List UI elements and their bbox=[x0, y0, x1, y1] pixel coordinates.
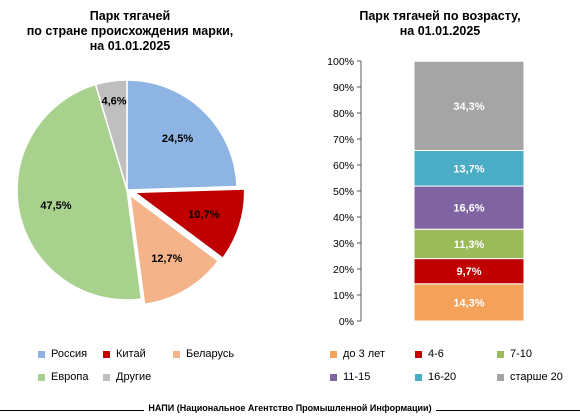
bar-legend-label: 7-10 bbox=[510, 348, 533, 360]
bar-legend-swatch bbox=[330, 350, 337, 358]
bar-data-label-5: 13,7% bbox=[453, 163, 484, 175]
bar-data-label-6: 34,3% bbox=[453, 101, 484, 113]
bar-data-label-1: 14,3% bbox=[453, 297, 484, 309]
y-tick-label: 10% bbox=[333, 290, 354, 302]
y-tick-label: 20% bbox=[333, 264, 354, 276]
bar-segment-4 bbox=[413, 185, 525, 230]
pie-title-line-3: на 01.01.2025 bbox=[89, 39, 171, 53]
pie-data-label-3: 12,7% bbox=[151, 253, 182, 265]
bar-segment-5 bbox=[413, 149, 525, 187]
bar-legend-item-2: 4-6 bbox=[415, 348, 444, 360]
y-tick-label: 100% bbox=[327, 56, 354, 68]
pie-legend-label: Европа bbox=[51, 371, 89, 383]
pie-legend-label: Беларусь bbox=[186, 348, 235, 360]
bar-title-line-1: Парк тягачей по возрасту, bbox=[359, 9, 521, 23]
pie-legend-label: Россия bbox=[51, 348, 88, 360]
bar-chart-title: Парк тягачей по возрасту, на 01.01.2025 bbox=[340, 9, 540, 39]
pie-chart: 24,5% 10,7% 12,7% 47,5% 4,6% bbox=[16, 79, 246, 306]
pie-data-label-1: 24,5% bbox=[162, 133, 193, 145]
bar-legend-item-4: 11-15 bbox=[330, 371, 370, 383]
pie-legend-swatch bbox=[103, 373, 110, 381]
bar-legend-item-3: 7-10 bbox=[497, 348, 532, 360]
pie-slice-4 bbox=[16, 83, 143, 301]
pie-data-label-5: 4,6% bbox=[101, 96, 126, 108]
bar-legend-swatch bbox=[497, 350, 504, 358]
pie-chart-title: Парк тягачей по стране происхождения мар… bbox=[20, 9, 240, 54]
pie-legend-swatch bbox=[38, 350, 45, 358]
bar-legend-swatch bbox=[497, 373, 504, 381]
pie-slice-1 bbox=[126, 79, 238, 191]
y-tick-label: 60% bbox=[333, 160, 354, 172]
pie-legend-item-4: Европа bbox=[38, 371, 89, 383]
bar-segment-1 bbox=[413, 283, 525, 322]
stacked-bar-chart: 0% 10% 20% 30% 40% 50% 60% 70% 80% 90% 100% 14,3% 9,… bbox=[327, 56, 525, 328]
bar-segment-6 bbox=[413, 60, 525, 151]
pie-title-line-1: Парк тягачей bbox=[89, 9, 171, 23]
bar-legend-item-1: до 3 лет bbox=[330, 348, 385, 360]
pie-legend-item-3: Беларусь bbox=[173, 348, 234, 360]
pie-legend-swatch bbox=[173, 350, 180, 358]
y-tick-label: 0% bbox=[339, 316, 354, 328]
footer-text: НАПИ (Национальное Агентство Промышленно… bbox=[144, 403, 436, 413]
bar-legend-item-5: 16-20 bbox=[415, 371, 456, 383]
pie-legend-item-2: Китай bbox=[103, 348, 146, 360]
bar-legend-swatch bbox=[415, 373, 422, 381]
bar-data-label-4: 16,6% bbox=[453, 203, 484, 215]
bar-segment-2 bbox=[413, 258, 525, 285]
bar-legend-label: старше 20 bbox=[510, 371, 563, 383]
bar-legend-label: 16-20 bbox=[428, 371, 457, 383]
pie-legend-item-5: Другие bbox=[103, 371, 151, 383]
pie-legend-swatch bbox=[103, 350, 110, 358]
bar-legend-swatch bbox=[330, 373, 337, 381]
bar-title-line-2: на 01.01.2025 bbox=[399, 24, 481, 38]
bar-legend-swatch bbox=[415, 350, 422, 358]
pie-title-line-2: по стране происхождения марки, bbox=[26, 24, 234, 38]
bar-legend-label: 11-15 bbox=[343, 371, 371, 383]
y-tick-label: 30% bbox=[333, 238, 354, 250]
footer-credit: НАПИ (Национальное Агентство Промышленно… bbox=[0, 403, 580, 413]
y-tick-label: 50% bbox=[333, 186, 354, 198]
y-tick-label: 40% bbox=[333, 212, 354, 224]
y-tick-label: 70% bbox=[333, 134, 354, 146]
y-tick-label: 80% bbox=[333, 108, 354, 120]
pie-legend-label: Китай bbox=[116, 348, 146, 360]
pie-legend-swatch bbox=[38, 373, 45, 381]
pie-data-label-2: 10,7% bbox=[188, 209, 219, 221]
y-tick-label: 90% bbox=[333, 82, 354, 94]
bar-data-label-3: 11,3% bbox=[454, 239, 485, 251]
pie-legend-label: Другие bbox=[116, 371, 152, 383]
bar-legend-label: до 3 лет bbox=[343, 348, 385, 360]
bar-legend-item-6: старше 20 bbox=[497, 371, 563, 383]
pie-slice-3 bbox=[129, 193, 220, 306]
bar-data-label-2: 9,7% bbox=[456, 266, 481, 278]
bar-legend-label: 4-6 bbox=[428, 348, 444, 360]
pie-data-label-4: 47,5% bbox=[40, 200, 71, 212]
pie-slice-2 bbox=[132, 188, 246, 260]
pie-slice-5 bbox=[94, 79, 128, 191]
pie-legend-item-1: Россия bbox=[38, 348, 87, 360]
